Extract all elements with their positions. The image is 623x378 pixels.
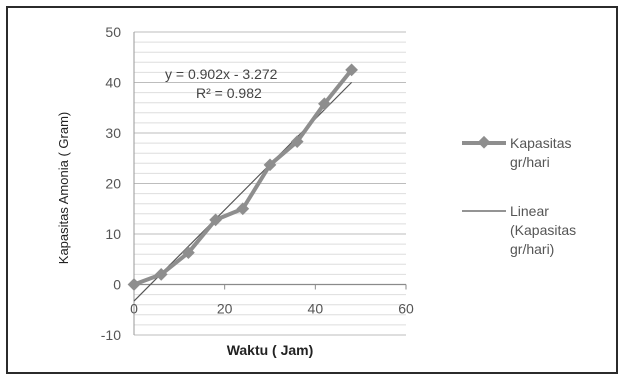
data-point-marker — [263, 158, 277, 172]
series-layer — [127, 63, 358, 291]
grid-layer — [134, 31, 406, 336]
x-tick-label: 20 — [217, 301, 233, 317]
data-point-marker — [209, 213, 222, 227]
legend-series-label: Kapasitas gr/hari — [510, 135, 575, 170]
y-axis-title: Kapasitas Amonia ( Gram) — [56, 112, 71, 264]
data-point-marker — [236, 202, 250, 216]
x-tick-label: 40 — [308, 301, 324, 317]
legend-trendline-label-line-1: Linear — [510, 203, 549, 219]
chart-frame — [6, 6, 618, 374]
legend-trendline-label: Linear (Kapasitas gr/hari) — [510, 203, 580, 257]
y-tick-label: 30 — [105, 125, 121, 141]
y-tick-label: 10 — [105, 226, 121, 242]
y-tick-label: 50 — [105, 24, 121, 40]
x-axis-title: Waktu ( Jam) — [227, 342, 314, 358]
x-tick-label: 60 — [398, 301, 414, 317]
data-point-marker — [154, 268, 168, 281]
x-tick-label: 0 — [130, 301, 138, 317]
legend-trendline-label-line-3: gr/hari) — [510, 241, 554, 257]
y-tick-label: -10 — [101, 327, 121, 343]
series-line — [133, 68, 354, 287]
legend: Kapasitas gr/hari Linear (Kapasitas gr/h… — [462, 135, 580, 257]
y-tick-label: 20 — [105, 176, 121, 192]
data-point-marker — [182, 246, 195, 260]
r-squared-label: R² = 0.982 — [196, 85, 262, 101]
legend-series-label-line-1: Kapasitas — [510, 135, 571, 151]
data-point-marker — [345, 63, 358, 77]
legend-series-label-line-2: gr/hari — [510, 154, 550, 170]
tick-layer: 0 20 40 60 -10 0 10 20 30 40 50 — [101, 24, 414, 343]
y-tick-label: 0 — [113, 277, 121, 293]
data-point-marker — [290, 135, 304, 148]
legend-series-marker — [477, 135, 491, 149]
trendline-equation: y = 0.902x - 3.272 — [165, 66, 278, 82]
legend-trendline-label-line-2: (Kapasitas — [510, 222, 576, 238]
y-tick-label: 40 — [105, 75, 121, 91]
data-point-marker — [127, 278, 141, 291]
data-point-marker — [318, 97, 331, 111]
